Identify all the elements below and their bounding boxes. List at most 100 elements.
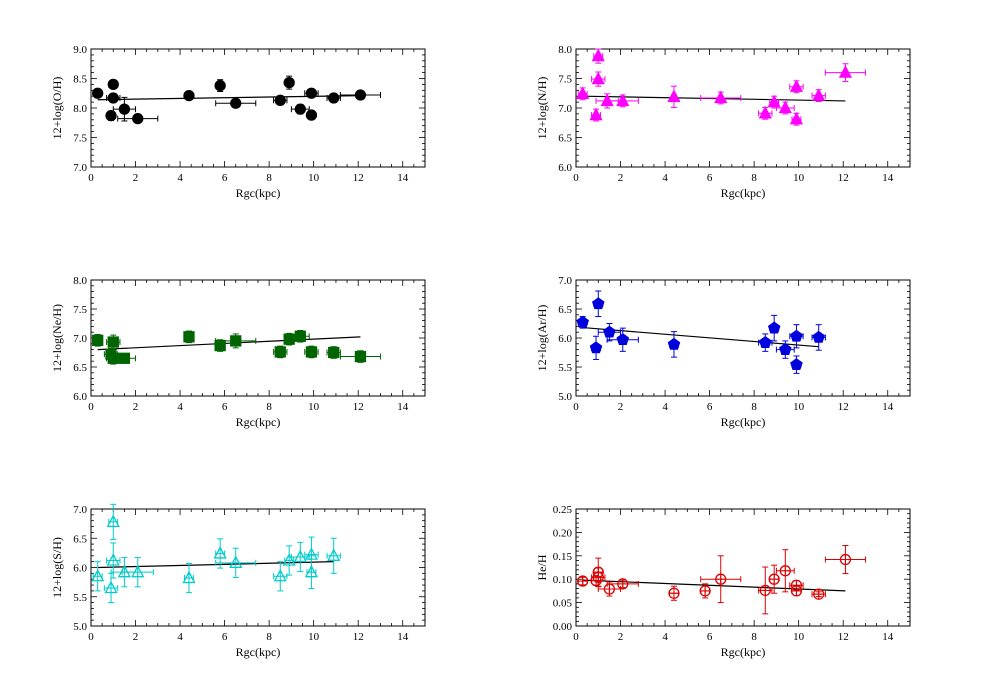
x-tick-label: 2 <box>133 172 139 184</box>
x-tick-label: 12 <box>353 401 364 413</box>
data-point <box>667 85 681 108</box>
x-tick-label: 6 <box>222 172 228 184</box>
chart-panel-neh: 0 2 4 6 8 10 12 14 6.0 6.5 7.0 7.5 8.0 Rgc(kpc) 12+log… <box>50 275 426 429</box>
data-point-marker <box>591 48 605 62</box>
data-point-marker <box>354 89 367 101</box>
x-tick-label: 6 <box>222 631 228 643</box>
x-tick-label: 8 <box>266 401 272 413</box>
chart-panel-sh: 0 2 4 6 8 10 12 14 5.0 5.5 6.0 6.5 7.0 Rgc(kpc) 12+log… <box>50 503 426 659</box>
y-tick-label: 6.0 <box>558 162 572 174</box>
data-point <box>273 561 288 592</box>
data-point-marker <box>274 94 286 106</box>
data-point-marker <box>778 100 792 114</box>
data-point <box>824 545 866 575</box>
chart-panel-heh: 0 2 4 6 8 10 12 14 0.00 0.05 0.10 0.15 0.20 0.25 Rgc(k… <box>535 504 911 659</box>
data-point <box>339 89 381 101</box>
data-point <box>273 345 288 359</box>
data-point-marker <box>294 103 306 115</box>
data-point <box>107 78 119 91</box>
x-tick-label: 14 <box>882 631 894 643</box>
data-point-marker <box>758 105 772 119</box>
data-point-marker <box>327 548 341 561</box>
data-point-marker <box>759 335 772 348</box>
data-point <box>304 555 319 590</box>
x-tick-label: 14 <box>882 401 894 413</box>
chart-panel-arh: 0 2 4 6 8 10 12 14 5.0 5.5 6.0 6.5 7.0 Rgc(kpc) 12+log… <box>535 275 911 429</box>
x-tick-label: 6 <box>707 172 713 184</box>
y-tick-label: 8.0 <box>73 275 87 287</box>
x-tick-label: 14 <box>882 172 894 184</box>
data-point <box>215 97 257 109</box>
y-tick-label: 7.5 <box>73 133 87 145</box>
x-tick-label: 4 <box>177 631 183 643</box>
y-tick-label: 6.5 <box>73 362 87 374</box>
data-point <box>91 561 105 592</box>
data-point-marker <box>293 549 307 563</box>
data-point <box>215 333 257 349</box>
data-point <box>290 103 310 115</box>
data-point <box>214 79 226 92</box>
data-point <box>214 339 226 352</box>
data-point <box>339 350 381 363</box>
data-point-marker <box>714 90 728 104</box>
x-tick-label: 12 <box>838 401 849 413</box>
data-point-marker <box>91 568 105 582</box>
data-point <box>182 562 196 594</box>
data-point <box>606 578 639 590</box>
data-point-marker <box>131 564 145 578</box>
x-axis-label: Rgc(kpc) <box>236 415 281 429</box>
x-axis-label: Rgc(kpc) <box>721 186 766 200</box>
fit-line <box>97 95 361 101</box>
plot-frame <box>575 48 911 168</box>
data-point-marker <box>667 89 681 102</box>
data-point <box>758 333 773 352</box>
data-point <box>589 107 603 122</box>
x-tick-label: 2 <box>133 631 139 643</box>
fit-line <box>582 95 846 102</box>
data-point <box>92 87 104 99</box>
x-tick-label: 12 <box>353 631 364 643</box>
x-axis-label: Rgc(kpc) <box>236 645 281 659</box>
data-point <box>591 567 606 588</box>
plot-frame <box>575 279 911 397</box>
data-point <box>112 352 137 364</box>
data-point <box>668 585 680 601</box>
data-point <box>767 314 781 342</box>
data-point-marker <box>304 564 319 578</box>
chart-panel-oh: 0 2 4 6 8 10 12 14 7.0 7.5 8.0 8.5 9.0 Rgc(kpc) 12+log… <box>50 44 426 200</box>
x-tick-label: 8 <box>266 172 272 184</box>
data-point-marker <box>305 109 318 121</box>
data-point <box>824 63 866 82</box>
axis-ticks <box>575 508 911 627</box>
y-axis-label: He/H <box>535 554 549 580</box>
data-point <box>811 88 826 103</box>
y-tick-label: 7.0 <box>558 103 572 115</box>
data-point-marker <box>789 79 804 92</box>
data-point-marker <box>92 87 104 99</box>
data-point <box>768 564 780 594</box>
x-tick-label: 10 <box>308 401 320 413</box>
x-tick-label: 0 <box>573 631 579 643</box>
y-tick-label: 6.0 <box>558 333 572 345</box>
data-point-marker <box>107 92 119 104</box>
data-point-marker <box>92 334 104 346</box>
y-tick-label: 7.0 <box>73 504 87 516</box>
data-point <box>758 566 773 615</box>
chart-panel-nh: 0 2 4 6 8 10 12 14 6.0 6.5 7.0 7.5 8.0 Rgc(kpc) 12+log… <box>535 44 911 200</box>
data-point-marker <box>305 87 318 99</box>
data-point <box>92 334 104 347</box>
y-tick-label: 7.5 <box>73 304 87 316</box>
data-point-marker <box>812 88 826 101</box>
x-tick-label: 6 <box>707 401 713 413</box>
data-point <box>790 585 803 597</box>
x-axis-label: Rgc(kpc) <box>236 186 281 200</box>
y-axis-label: 12+log(S/H) <box>50 537 64 598</box>
data-point <box>117 112 159 125</box>
data-point <box>304 87 319 99</box>
y-tick-label: 7.0 <box>73 162 87 174</box>
data-point <box>592 290 605 318</box>
x-tick-label: 10 <box>793 172 805 184</box>
data-point-marker <box>214 79 226 92</box>
data-point-marker <box>283 333 295 345</box>
data-point <box>576 86 590 101</box>
